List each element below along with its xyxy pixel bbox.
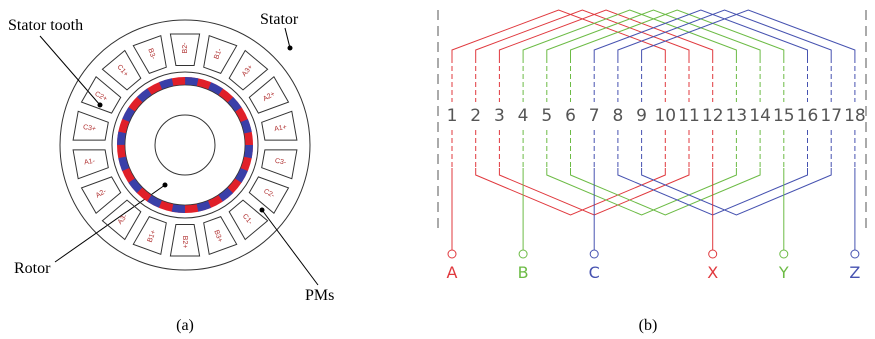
pm-ring [121, 81, 249, 209]
callout-dot [98, 103, 103, 108]
slot-label: A2- [95, 188, 109, 200]
slot-number: 18 [844, 106, 866, 126]
slot-label: A1+ [274, 124, 288, 133]
terminal [448, 250, 456, 258]
stator-bore [112, 72, 258, 218]
rotor-edge [125, 85, 245, 205]
slot-number: 17 [820, 106, 842, 126]
terminal [590, 250, 598, 258]
slot-label: B2+ [181, 236, 188, 249]
slot-label: C2- [262, 188, 276, 200]
caption-b: (b) [639, 317, 658, 334]
slot-label: A1- [84, 158, 97, 167]
slot-number: 3 [494, 106, 505, 126]
slot-number: 5 [541, 106, 552, 126]
slot-label: B1- [213, 47, 224, 60]
slot-label: C3- [274, 158, 287, 167]
callout-line [285, 28, 290, 48]
slot-number: 15 [773, 106, 795, 126]
callout-dot [260, 208, 265, 213]
slot-label: C2+ [93, 91, 108, 104]
caption-a: (a) [176, 317, 194, 334]
slot-number: 6 [565, 106, 576, 126]
panel-a: Stator Stator tooth Rotor PMs (a) B2- B1-… [8, 11, 334, 334]
label-stator: Stator [260, 11, 299, 28]
slot-number: 4 [518, 106, 529, 126]
terminal-label: Z [849, 263, 860, 282]
shaft [155, 115, 215, 175]
figure: Stator Stator tooth Rotor PMs (a) B2- B1-… [0, 0, 875, 339]
terminal [519, 250, 527, 258]
callout-line [262, 210, 318, 285]
slot-number: 13 [726, 106, 748, 126]
slot-label: B3+ [212, 229, 223, 243]
slot-number: 9 [636, 106, 647, 126]
slot-number: 10 [654, 106, 676, 126]
label-rotor: Rotor [14, 260, 51, 277]
callout-dot [163, 183, 168, 188]
terminal-label: X [707, 263, 718, 282]
slot-number: 7 [589, 106, 600, 126]
slot-label: B1+ [147, 229, 158, 243]
terminal [709, 250, 717, 258]
terminal [780, 250, 788, 258]
slot-label: A3- [117, 213, 130, 226]
slot-number: 11 [678, 106, 700, 126]
terminal-label: B [518, 263, 529, 282]
terminal-label: Y [778, 263, 789, 282]
slot-number: 14 [749, 106, 771, 126]
slot-number: 8 [612, 106, 623, 126]
terminal [851, 250, 859, 258]
label-stator-tooth: Stator tooth [8, 17, 83, 34]
callout-line [40, 36, 100, 105]
slot-label: B2- [182, 42, 189, 54]
slot-label: C3+ [82, 124, 96, 133]
slot-number: 16 [797, 106, 819, 126]
terminal-label: A [447, 263, 458, 282]
terminal-label: C [589, 263, 600, 282]
slot-label: C1- [241, 213, 254, 227]
slot-label: B3- [146, 48, 157, 61]
slot-number: 12 [702, 106, 724, 126]
label-pms: PMs [305, 287, 334, 304]
slot-label: C1+ [115, 64, 129, 78]
slot-number: 1 [447, 106, 458, 126]
callout-dot [288, 46, 293, 51]
slot-label: A3+ [241, 64, 254, 78]
slot-label: A2+ [262, 91, 276, 103]
slot-number: 2 [470, 106, 481, 126]
